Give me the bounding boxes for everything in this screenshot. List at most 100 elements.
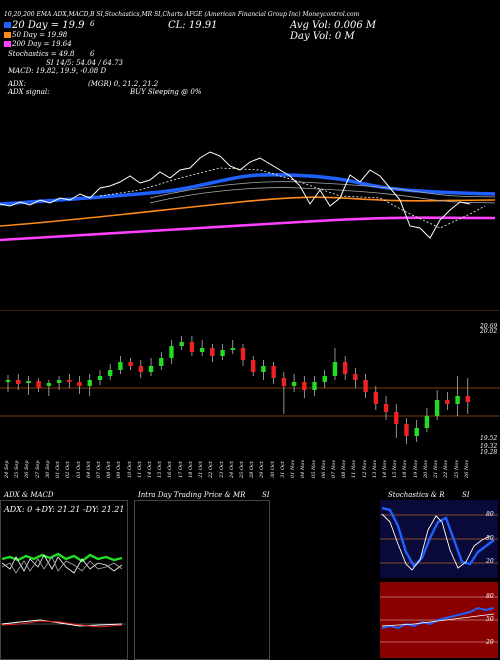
ema20-line: [0, 173, 496, 206]
date-label: 21 Oct: [198, 461, 205, 478]
stochastics-si: SI: [462, 491, 470, 499]
candle-label-bottom3: 19.28: [480, 449, 498, 456]
candle-body: [97, 376, 103, 380]
date-label: 26 Sep: [24, 460, 31, 478]
candle-body: [67, 380, 72, 382]
candle-body: [179, 342, 184, 346]
candle-body: [302, 382, 307, 390]
candle-body: [138, 366, 144, 372]
dotted-signal-line: [99, 167, 486, 229]
date-label: 26 Nov: [463, 459, 470, 478]
candlestick-chart: [0, 310, 500, 444]
candle-body: [159, 358, 164, 366]
buy-sleeping-label: BUY Sleeping @ 0%: [130, 88, 202, 96]
date-label: 02 Oct: [65, 461, 72, 478]
candle-body: [77, 382, 82, 386]
date-label: 16 Oct: [167, 461, 174, 478]
date-label: 22 Nov: [443, 459, 450, 478]
date-label: 24 Sep: [4, 460, 10, 478]
date-label: 04 Oct: [85, 461, 92, 478]
candle-body: [434, 400, 440, 416]
date-label: 14 Nov: [382, 459, 389, 478]
date-label: 15 Oct: [157, 461, 164, 478]
stoch-level-50: 50: [486, 535, 494, 542]
date-label: 04 Nov: [300, 459, 307, 478]
close-price: CL: 19.91: [168, 20, 218, 31]
rsi-level-50: 50: [486, 616, 494, 623]
stochastics-title: Stochastics & R: [388, 491, 445, 499]
candle-body: [353, 374, 358, 380]
candle-body: [424, 416, 430, 428]
candle-body: [342, 362, 348, 374]
date-label: 08 Oct: [106, 461, 113, 478]
date-label: 13 Nov: [371, 459, 378, 478]
date-label: 08 Nov: [341, 459, 348, 478]
date-label: 21 Nov: [433, 459, 440, 478]
date-label: 30 Sep: [44, 460, 51, 478]
candle-body: [36, 381, 41, 388]
date-label: 11 Oct: [136, 461, 143, 478]
ema20-swatch: [4, 22, 11, 28]
adx-signal-label: ADX signal:: [8, 88, 50, 96]
gray-band-2: [149, 187, 496, 204]
candle-body: [107, 370, 113, 376]
date-label: 19 Nov: [412, 459, 419, 478]
date-label: 18 Oct: [187, 461, 194, 478]
candle-body: [445, 400, 450, 404]
date-label: 11 Nov: [351, 459, 358, 478]
candle-body: [261, 366, 266, 372]
day-volume: Day Vol: 0 M: [290, 31, 355, 42]
candle-body: [271, 366, 276, 378]
candle-body: [332, 362, 338, 376]
candle-body: [46, 383, 52, 386]
candle-body: [210, 348, 215, 356]
candle-body: [118, 362, 123, 370]
date-label: 15 Nov: [392, 459, 399, 478]
date-label: 27 Sep: [34, 460, 41, 478]
candle-body: [383, 404, 389, 412]
date-label: 07 Nov: [330, 459, 337, 478]
candle-body: [404, 424, 409, 436]
date-label: 18 Nov: [402, 459, 409, 478]
stoch-level-80: 80: [486, 511, 494, 518]
rsi-level-20: 20: [486, 639, 494, 646]
ema20-extra: 6: [90, 20, 95, 28]
candle-label-bottom2: 19.32: [480, 443, 498, 450]
stoch-si-label: SI 14/5: 54.04 / 64.73: [46, 59, 123, 67]
date-label: 12 Nov: [361, 459, 368, 478]
price-line: [0, 151, 471, 239]
candle-body: [5, 380, 11, 382]
date-label: 07 Oct: [95, 461, 102, 478]
date-label: 05 Nov: [310, 459, 317, 478]
date-label: 29 Oct: [259, 461, 266, 478]
candle-body: [148, 366, 154, 372]
date-label: 06 Nov: [320, 459, 327, 478]
stoch-level-20: 20: [486, 558, 494, 565]
ema50-swatch: [4, 32, 11, 38]
macd-lines: [0, 619, 126, 628]
date-label: 25 Oct: [239, 461, 245, 478]
date-label: 25 Nov: [453, 459, 460, 478]
date-label: 17 Oct: [177, 461, 184, 478]
candle-label-top: 20.69: [480, 323, 498, 330]
date-label: 01 Oct: [55, 461, 62, 478]
candle-body: [465, 396, 470, 402]
candle-body: [455, 396, 460, 404]
candle-body: [281, 378, 287, 386]
date-label: 24 Oct: [228, 461, 235, 478]
date-label: 30 Oct: [269, 461, 276, 478]
stochastics-label: Stochastics = 49.8: [8, 50, 75, 58]
candle-body: [87, 380, 92, 386]
candle-label-bottom1: 19.52: [480, 435, 498, 442]
candle-body: [16, 380, 21, 384]
date-label: 10 Oct: [126, 461, 133, 478]
ema200-swatch: [4, 41, 11, 47]
candle-body: [169, 346, 174, 358]
stochastics-extra: 6: [90, 50, 95, 58]
macd-label: MACD: 19.82, 19.9, -0.08 D: [8, 67, 107, 75]
candle-body: [394, 412, 399, 424]
candle-body: [189, 342, 195, 352]
price-ema-chart: [0, 151, 496, 242]
rsi-lines: [380, 596, 498, 643]
gray-band-1: [149, 181, 496, 199]
